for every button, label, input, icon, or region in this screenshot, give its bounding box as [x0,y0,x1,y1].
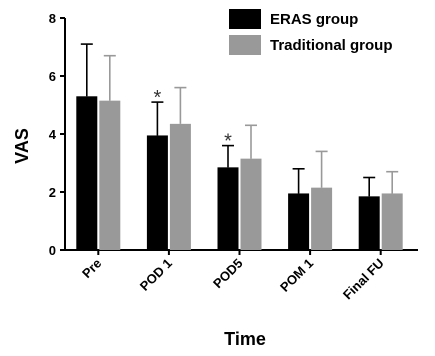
x-tick-label-0: Pre [79,256,104,281]
y-axis: 0 2 4 6 8 [49,11,66,258]
bars: ** [76,43,403,251]
bar-1-1 [169,123,191,250]
bar-0-4 [358,196,380,250]
legend-swatch-1 [229,35,261,55]
bar-0-2 [217,167,239,250]
legend-label-1: Traditional group [270,37,393,54]
y-tick-label-2: 4 [49,127,57,142]
x-axis: Pre POD 1 POD5 POM 1 Final FU [65,249,418,303]
x-tick-label-1: POD 1 [137,256,175,294]
y-tick-label-3: 6 [49,69,56,84]
y-tick-label-1: 2 [49,185,56,200]
x-tick-label-2: POD5 [210,256,246,292]
bar-1-0 [99,100,121,251]
y-axis-label: VAS [12,128,32,164]
legend-swatch-0 [229,9,261,29]
x-axis-label: Time [224,329,266,349]
x-tick-label-4: Final FU [340,256,387,303]
significance-marker-0: * [154,87,162,109]
y-tick-label-0: 0 [49,243,56,258]
x-tick-label-3: POM 1 [277,256,316,295]
legend-label-0: ERAS group [270,11,358,28]
bar-0-1 [146,135,168,250]
bar-1-4 [381,193,403,250]
bar-1-3 [311,187,333,250]
bar-0-0 [76,96,98,250]
significance-marker-1: * [224,131,232,153]
y-tick-label-4: 8 [49,11,56,26]
bar-1-2 [240,158,262,250]
legend: ERAS group Traditional group [229,9,393,55]
bar-0-3 [288,193,310,250]
